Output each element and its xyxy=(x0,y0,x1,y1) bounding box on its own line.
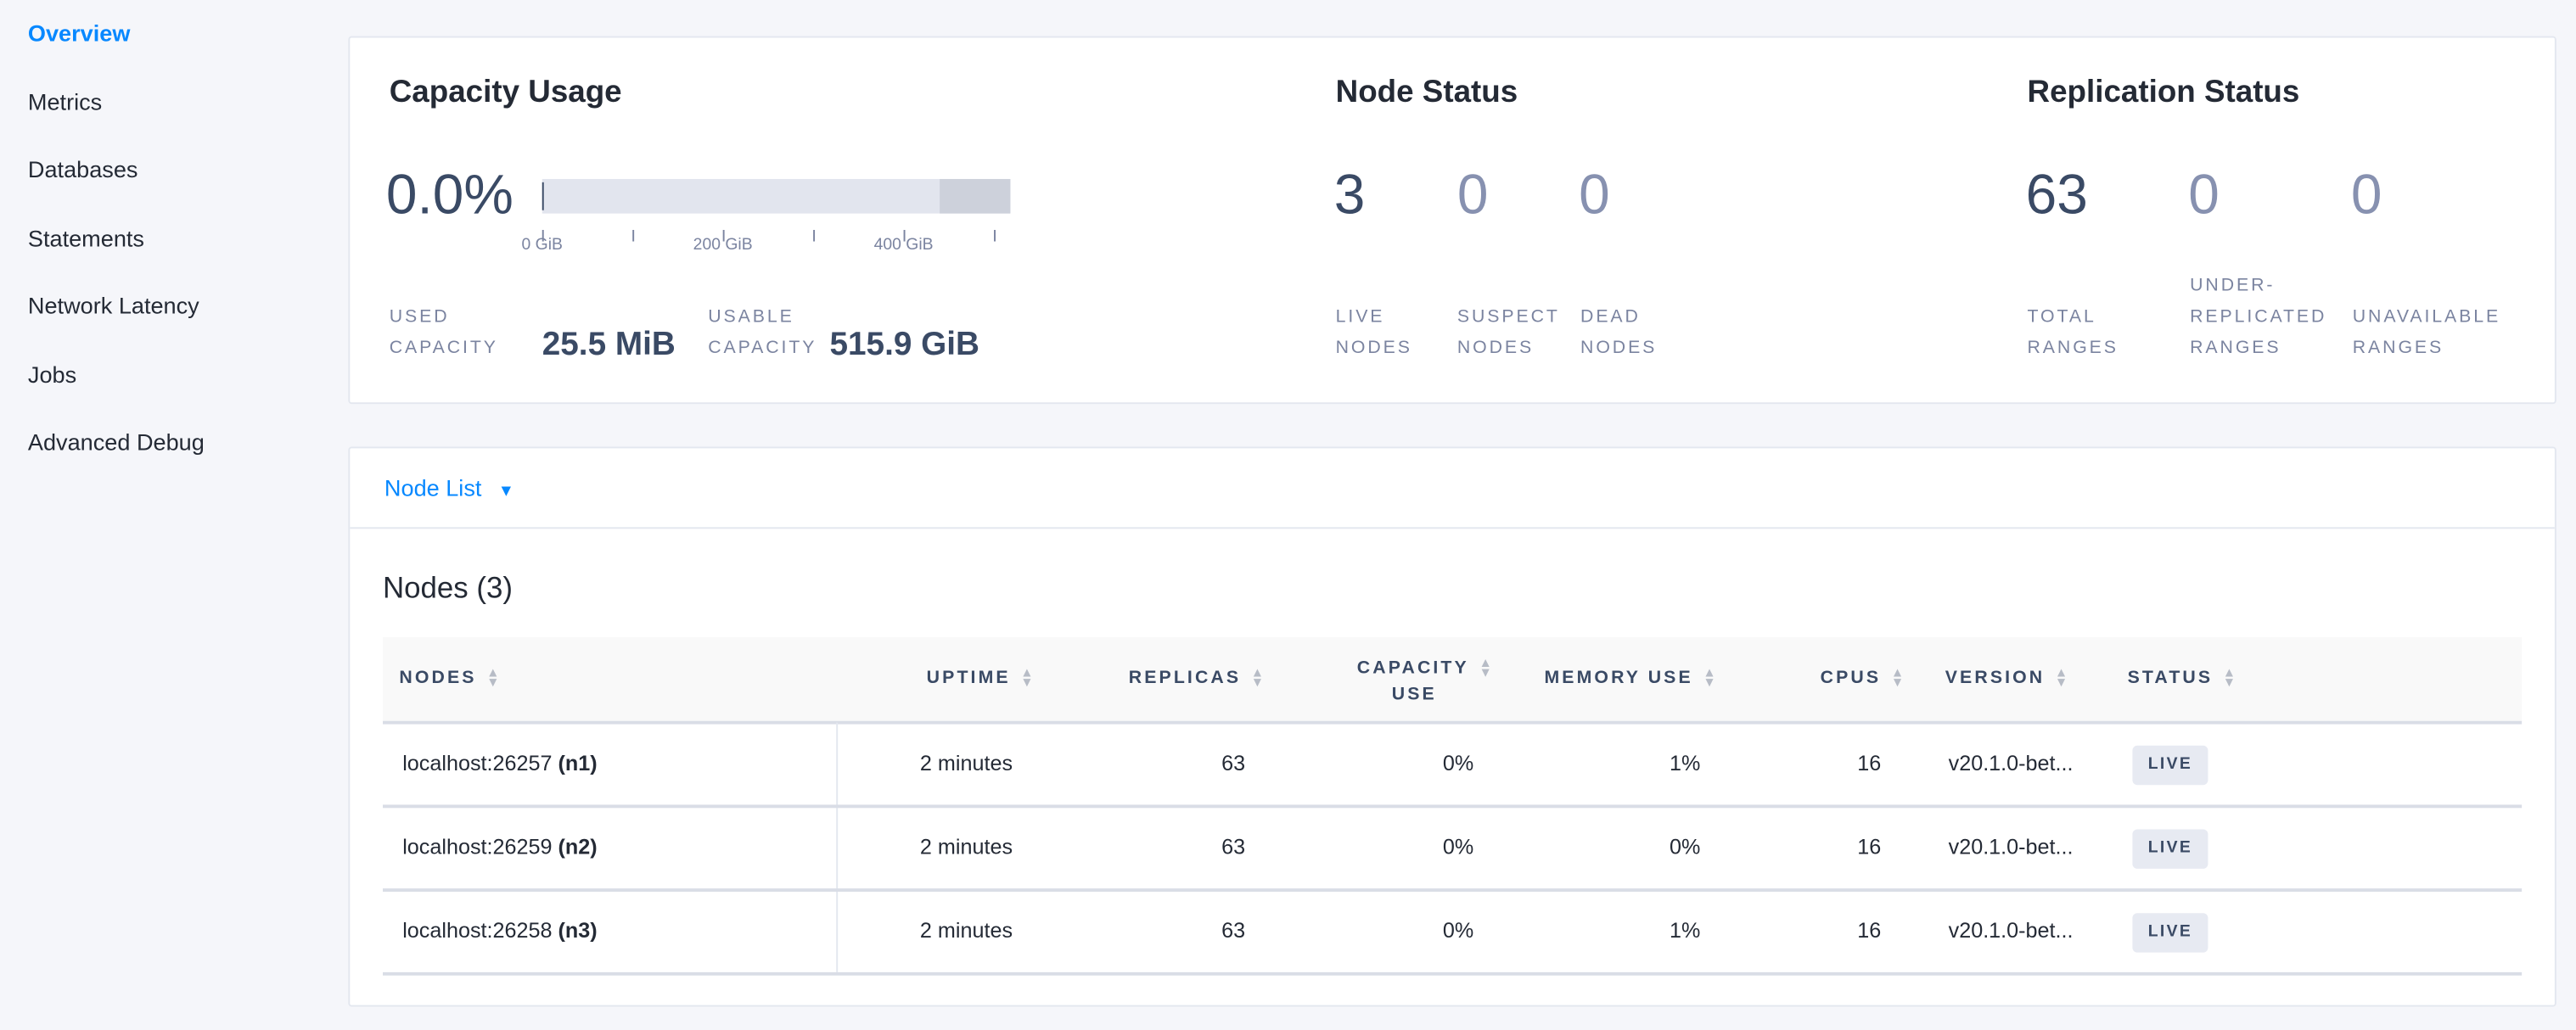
status-badge: LIVE xyxy=(2132,829,2208,869)
column-header-capacity-use[interactable]: CAPACITY ▲ ▼ USE xyxy=(1356,655,1495,705)
capacity-use-cell: 0% xyxy=(1442,750,1474,775)
sort-icon: ▲ ▼ xyxy=(1020,665,1036,691)
sidebar-item-statements[interactable]: Statements xyxy=(27,225,145,252)
total-ranges-value: 63 xyxy=(2025,164,2088,227)
nodes-table-title: Nodes (3) xyxy=(382,571,513,605)
divider xyxy=(350,527,2555,529)
used-capacity-value: 25.5 MiB xyxy=(542,327,676,363)
node-address-link[interactable]: localhost:26258 (n3) xyxy=(402,918,598,943)
suspect-nodes-label: SUSPECT NODES xyxy=(1456,306,1560,358)
column-header-uptime[interactable]: UPTIME ▲ ▼ xyxy=(926,665,1036,691)
node-address-link[interactable]: localhost:26259 (n2) xyxy=(402,834,598,859)
column-divider xyxy=(836,722,839,972)
replicas-cell: 63 xyxy=(1221,834,1246,859)
version-cell: v20.1.0-bet... xyxy=(1948,834,2074,859)
divider xyxy=(382,888,2523,893)
sort-icon: ▲ ▼ xyxy=(1890,665,1907,691)
replication-status-title: Replication Status xyxy=(2027,76,2300,110)
memory-use-cell: 0% xyxy=(1669,834,1701,859)
capacity-use-cell: 0% xyxy=(1442,918,1474,943)
divider xyxy=(382,720,2523,725)
memory-use-cell: 1% xyxy=(1669,918,1701,943)
column-header-replicas[interactable]: REPLICAS ▲ ▼ xyxy=(1128,665,1267,691)
axis-tick xyxy=(632,229,635,242)
capacity-usage-title: Capacity Usage xyxy=(389,76,622,110)
uptime-cell: 2 minutes xyxy=(919,918,1013,943)
memory-use-cell: 1% xyxy=(1669,750,1701,775)
table-header xyxy=(382,637,2523,721)
caret-down-icon: ▼ xyxy=(497,483,514,501)
sort-icon: ▲ ▼ xyxy=(2054,665,2071,691)
uptime-cell: 2 minutes xyxy=(919,750,1013,775)
capacity-use-cell: 0% xyxy=(1442,834,1474,859)
sort-icon: ▲ ▼ xyxy=(2222,665,2239,691)
sidebar-item-overview[interactable]: Overview xyxy=(27,20,131,47)
column-header-memory-use[interactable]: MEMORY USE ▲ ▼ xyxy=(1544,665,1719,691)
status-badge: LIVE xyxy=(2132,745,2208,786)
uptime-cell: 2 minutes xyxy=(919,834,1013,859)
sort-icon: ▲ ▼ xyxy=(1703,665,1719,691)
axis-tick xyxy=(813,229,816,242)
sidebar-item-advanced-debug[interactable]: Advanced Debug xyxy=(27,428,205,456)
axis-tick xyxy=(722,229,725,242)
sidebar-item-databases[interactable]: Databases xyxy=(27,155,138,182)
axis-tick xyxy=(903,229,906,242)
column-header-status[interactable]: STATUS ▲ ▼ xyxy=(2127,665,2239,691)
tick-label: 0 GiB xyxy=(521,236,563,255)
sort-icon: ▲ ▼ xyxy=(1250,665,1267,691)
sidebar-item-metrics[interactable]: Metrics xyxy=(27,88,103,115)
capacity-bar-used xyxy=(542,182,544,210)
usable-capacity-value: 515.9 GiB xyxy=(829,327,979,363)
under-replicated-label: UNDER- REPLICATED RANGES xyxy=(2190,276,2327,358)
column-header-version[interactable]: VERSION ▲ ▼ xyxy=(1945,665,2071,691)
used-capacity-label: USED CAPACITY xyxy=(389,306,498,358)
replicas-cell: 63 xyxy=(1221,918,1246,943)
capacity-bar-unusable xyxy=(940,178,1011,214)
live-nodes-value: 3 xyxy=(1333,164,1366,227)
version-cell: v20.1.0-bet... xyxy=(1948,918,2074,943)
unavailable-ranges-value: 0 xyxy=(2350,164,2382,227)
column-header-cpus[interactable]: CPUS ▲ ▼ xyxy=(1820,665,1907,691)
cpus-cell: 16 xyxy=(1857,834,1882,859)
cpus-cell: 16 xyxy=(1857,918,1882,943)
column-header-nodes[interactable]: NODES ▲ ▼ xyxy=(399,665,502,691)
dead-nodes-label: DEAD NODES xyxy=(1580,306,1658,358)
total-ranges-label: TOTAL RANGES xyxy=(2027,306,2119,358)
replicas-cell: 63 xyxy=(1221,750,1246,775)
cluster-summary-card xyxy=(348,36,2556,405)
node-list-dropdown[interactable]: Node List ▼ xyxy=(384,474,514,501)
tick-label: 200 GiB xyxy=(693,236,753,255)
node-address-link[interactable]: localhost:26257 (n1) xyxy=(402,750,598,775)
capacity-percent: 0.0% xyxy=(385,164,514,227)
dead-nodes-value: 0 xyxy=(1579,164,1610,227)
sidebar-item-network-latency[interactable]: Network Latency xyxy=(27,292,199,319)
live-nodes-label: LIVE NODES xyxy=(1335,306,1412,358)
under-replicated-value: 0 xyxy=(2188,164,2220,227)
usable-capacity-label: USABLE CAPACITY xyxy=(708,306,817,358)
sort-icon: ▲ ▼ xyxy=(1479,655,1495,680)
suspect-nodes-value: 0 xyxy=(1456,164,1489,227)
divider xyxy=(382,804,2523,809)
cpus-cell: 16 xyxy=(1857,750,1882,775)
version-cell: v20.1.0-bet... xyxy=(1948,750,2074,775)
axis-tick xyxy=(994,229,996,242)
tick-label: 400 GiB xyxy=(873,236,934,255)
status-badge: LIVE xyxy=(2132,913,2208,953)
node-status-title: Node Status xyxy=(1335,76,1518,110)
capacity-bar xyxy=(542,178,1011,214)
unavailable-ranges-label: UNAVAILABLE RANGES xyxy=(2352,306,2501,358)
sidebar-item-jobs[interactable]: Jobs xyxy=(27,361,77,388)
divider xyxy=(382,971,2523,976)
sort-icon: ▲ ▼ xyxy=(486,665,502,691)
axis-tick xyxy=(542,229,544,242)
